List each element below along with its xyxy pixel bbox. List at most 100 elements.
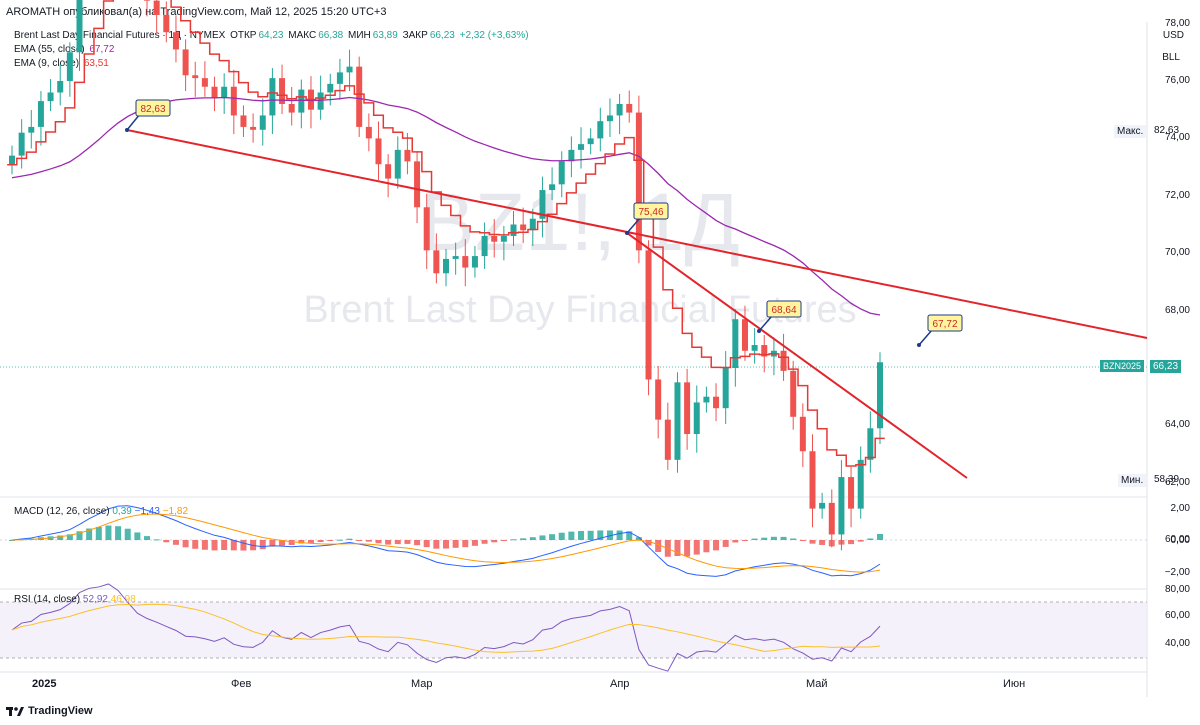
price-tick: 68,00 [1164,304,1190,316]
price-tick: 60,00 [1164,534,1190,546]
rsi-ma-line [11,603,881,653]
trendline-lower[interactable] [626,232,968,479]
candle [201,78,208,87]
candle [9,155,15,165]
trendline-upper[interactable] [126,129,1148,339]
callout-4[interactable]: 67,72 [917,314,963,347]
candle [664,419,671,460]
macd-bar [597,530,604,540]
rsi-legend[interactable]: RSI (14, close) 52,92 46,98 [14,594,136,605]
macd-bar [394,540,401,545]
candle [221,86,228,99]
macd-bar [269,540,276,547]
macd-bar [838,540,845,545]
unit-label[interactable]: BLL [1162,52,1180,63]
macd-bar [115,526,122,540]
candle [346,66,353,73]
callout-3[interactable]: 68,64 [757,300,802,333]
candle [269,78,276,116]
macd-bar [713,540,720,551]
candle [549,184,556,191]
macd-bar [124,528,131,540]
macd-bar [153,539,160,541]
candle [655,379,662,420]
ema55-legend[interactable]: EMA (55, close) 67,72 [14,44,116,55]
macd-bar [443,540,449,549]
candle [597,121,604,139]
macd-bar [385,540,392,545]
macd-bar [279,540,286,546]
candle [336,72,343,84]
macd-bar [317,540,324,543]
macd-bar [201,540,208,550]
macd-bar [857,540,864,542]
macd-line [11,505,881,577]
symbol-name[interactable]: Brent Last Day Financial Futures · 1Д · … [14,30,226,41]
callout-1[interactable]: 82,63 [125,99,171,132]
candle [250,126,257,130]
symbol-tag: BZN2025 [1100,360,1145,372]
candle [838,477,845,535]
open-label: ОТКР [230,30,257,41]
macd-bar [346,538,353,540]
candle [230,86,237,116]
candle [433,250,440,274]
candle [443,258,449,274]
high-value: 66,38 [318,30,344,41]
callout-4-text: 67,72 [932,319,957,330]
macd-bar [298,540,305,544]
time-label-2025: 2025 [32,678,57,690]
candle [481,235,488,257]
ema9-legend[interactable]: EMA (9, close) 63,51 [14,58,111,69]
macd-bar [626,531,633,540]
candle [722,368,729,409]
macd-bar [365,540,372,542]
time-label-apr: Апр [610,678,630,690]
macd-bar [423,540,430,548]
min-label: Мин. [1118,474,1147,487]
macd-bar [587,530,594,540]
tradingview-footer[interactable]: TradingView [6,705,93,717]
candle [539,190,546,219]
macd-bar [578,531,585,540]
macd-bar [481,540,488,544]
macd-bar [770,536,777,540]
time-label-may: Май [806,678,828,690]
candle [828,502,835,535]
candle [684,382,691,435]
macd-bar [76,531,83,540]
macd-bar [674,540,681,557]
candle [616,103,623,116]
macd-bar [722,540,729,547]
macd-bar [828,540,835,547]
last-price-tag: 66,23 [1150,360,1182,373]
macd-bar [259,540,266,550]
macd-bar [510,539,517,541]
open-value: 64,23 [258,30,284,41]
candle [37,101,44,127]
candle [462,256,469,268]
macd-bar [57,535,64,540]
candle [741,319,748,351]
candle [452,256,459,259]
candle [877,362,883,429]
rsi-tick-1: 40,00 [1164,638,1190,649]
candle [317,92,324,110]
candle [76,0,83,53]
macd-bar [549,534,556,540]
candle [780,350,787,371]
callout-2[interactable]: 75,46 [625,202,669,235]
close-label: ЗАКР [402,30,428,41]
macd-bar [9,540,15,541]
macd-bar [616,530,623,540]
macd-bar [606,530,613,540]
rsi-tick-top: 80,00 [1164,584,1190,595]
price-tick: 74,00 [1164,132,1190,144]
macd-bar [452,540,459,548]
macd-legend[interactable]: MACD (12, 26, close) 0,39 −1,43 −1,82 [14,506,188,517]
currency-label[interactable]: USD [1162,30,1184,41]
time-label-jun: Июн [1003,678,1026,690]
candle [635,112,642,251]
macd-bar [867,538,874,540]
